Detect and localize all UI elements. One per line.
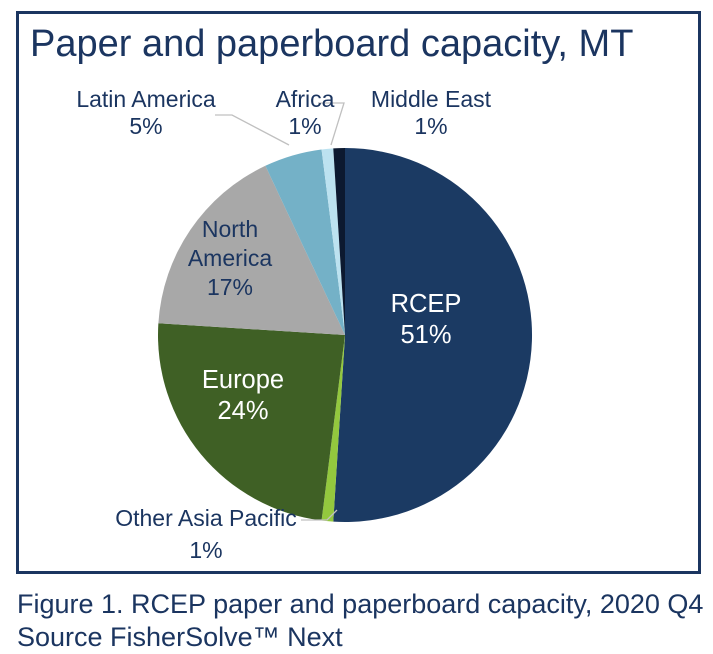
svg-text:Middle East: Middle East [371, 86, 492, 112]
svg-text:51%: 51% [400, 321, 451, 349]
svg-text:Africa: Africa [276, 86, 335, 112]
svg-text:RCEP: RCEP [391, 290, 462, 318]
svg-text:5%: 5% [129, 113, 162, 139]
svg-text:North: North [202, 216, 258, 242]
svg-text:24%: 24% [217, 397, 268, 425]
svg-text:1%: 1% [189, 537, 222, 563]
svg-text:Other Asia Pacific: Other Asia Pacific [115, 505, 297, 531]
svg-text:Europe: Europe [202, 366, 284, 394]
svg-text:1%: 1% [288, 113, 321, 139]
svg-text:1%: 1% [414, 113, 447, 139]
svg-text:17%: 17% [207, 274, 253, 300]
svg-text:America: America [188, 245, 273, 271]
svg-text:Latin America: Latin America [76, 86, 216, 112]
